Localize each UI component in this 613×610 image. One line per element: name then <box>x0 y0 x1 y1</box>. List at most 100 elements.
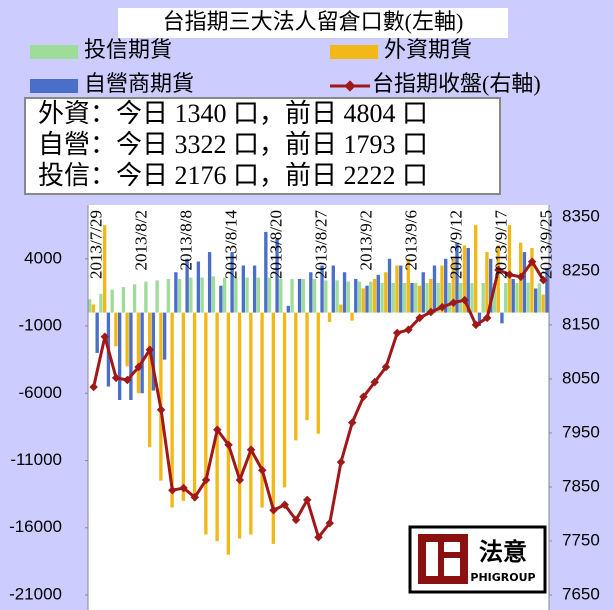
bar <box>395 265 399 313</box>
bar <box>166 278 171 313</box>
marker <box>347 418 357 427</box>
bar <box>331 265 335 313</box>
bar <box>541 294 545 313</box>
bar <box>189 277 193 313</box>
bar <box>534 288 538 313</box>
bar <box>95 312 99 353</box>
bar <box>301 278 305 313</box>
y2-tick-label: 7950 <box>562 422 600 441</box>
marker <box>437 302 447 312</box>
logo-icon <box>418 534 468 584</box>
bar <box>177 278 182 313</box>
marker <box>168 485 177 495</box>
logo-sub: PHIGROUP <box>470 571 535 584</box>
bar <box>470 283 474 313</box>
bar <box>226 312 231 555</box>
marker <box>246 445 256 454</box>
bar <box>159 312 163 481</box>
y-tick-label: -16000 <box>9 517 62 536</box>
bar <box>342 272 347 313</box>
bar <box>324 280 328 313</box>
bar <box>496 245 500 313</box>
bar <box>260 312 264 508</box>
bar <box>294 312 298 441</box>
bar <box>219 285 223 313</box>
marker <box>145 345 155 355</box>
marker <box>415 313 424 323</box>
bar <box>436 283 440 313</box>
marker <box>201 475 211 485</box>
bar <box>391 283 395 313</box>
bar <box>432 265 437 313</box>
x-tick-label: 2013/7/29 <box>87 210 106 279</box>
y2-tick-label: 7650 <box>562 584 600 603</box>
bar <box>162 312 167 360</box>
marker <box>89 382 98 392</box>
bar <box>357 281 362 313</box>
bar <box>144 281 148 313</box>
bar <box>481 283 485 313</box>
bar <box>147 312 152 448</box>
bar <box>117 312 122 400</box>
bar <box>222 277 227 313</box>
title-box <box>118 8 508 38</box>
bar <box>234 277 238 313</box>
bar <box>297 278 302 313</box>
bar <box>249 312 253 535</box>
bar <box>102 225 107 313</box>
bar <box>455 242 459 313</box>
bar <box>380 283 384 313</box>
bar <box>312 278 317 313</box>
bar <box>136 312 141 394</box>
bar <box>185 258 189 313</box>
y-tick-label: -21000 <box>9 584 62 603</box>
bar <box>530 247 534 313</box>
bar <box>140 312 144 394</box>
bar <box>275 238 279 313</box>
x-tick-label: 2013/9/2 <box>356 210 375 270</box>
bar <box>327 312 332 322</box>
bar <box>245 277 249 313</box>
info-line: 外資：今日 1340 口，前日 4804 口 <box>38 99 428 128</box>
bar <box>406 258 410 313</box>
bar <box>91 304 96 313</box>
marker <box>179 483 188 493</box>
y-tick-label: -11000 <box>10 450 62 469</box>
bar <box>320 265 324 313</box>
y2-tick-label: 8250 <box>562 260 600 279</box>
legend-label: 外資期貨 <box>384 37 472 62</box>
y2-tick-label: 8150 <box>562 314 600 333</box>
marker <box>381 362 391 372</box>
info-box <box>24 97 501 195</box>
bar <box>170 312 174 508</box>
marker <box>392 328 402 338</box>
x-tick-label: 2013/8/2 <box>132 210 151 270</box>
bar <box>305 312 309 421</box>
bar <box>290 278 294 313</box>
bar <box>99 293 103 313</box>
bar <box>522 252 527 313</box>
marker <box>449 298 458 308</box>
bar <box>286 305 290 313</box>
bar <box>335 280 339 313</box>
legend-label: 自營商期貨 <box>84 71 194 96</box>
x-tick-label: 2013/9/17 <box>491 210 510 279</box>
bar <box>230 252 234 313</box>
bar <box>399 265 403 313</box>
marker <box>314 532 323 542</box>
bar <box>477 312 482 327</box>
bar <box>429 278 433 313</box>
x-tick-label: 2013/9/6 <box>401 210 420 270</box>
bar <box>384 272 388 313</box>
bar <box>451 258 455 313</box>
bar <box>485 252 489 313</box>
x-tick-label: 2013/8/27 <box>311 210 330 279</box>
chart-title: 台指期三大法人留倉口數(左軸) <box>163 9 464 34</box>
bar <box>500 312 504 324</box>
bar <box>515 283 519 313</box>
marker <box>269 505 278 515</box>
bar <box>346 281 350 313</box>
legend-swatch <box>30 79 78 93</box>
x-tick-label: 2013/9/12 <box>446 210 465 279</box>
